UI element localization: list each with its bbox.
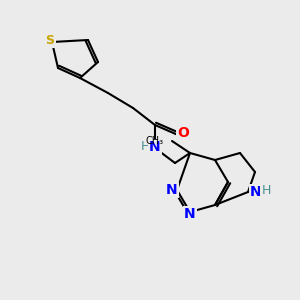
Text: N: N (184, 207, 196, 221)
Text: O: O (177, 126, 189, 140)
Text: H: H (140, 140, 150, 152)
Text: H: H (261, 184, 271, 196)
Text: CH₃: CH₃ (146, 136, 164, 146)
Text: N: N (166, 183, 178, 197)
Text: S: S (46, 34, 55, 46)
Text: N: N (250, 185, 262, 199)
Text: N: N (149, 140, 161, 154)
